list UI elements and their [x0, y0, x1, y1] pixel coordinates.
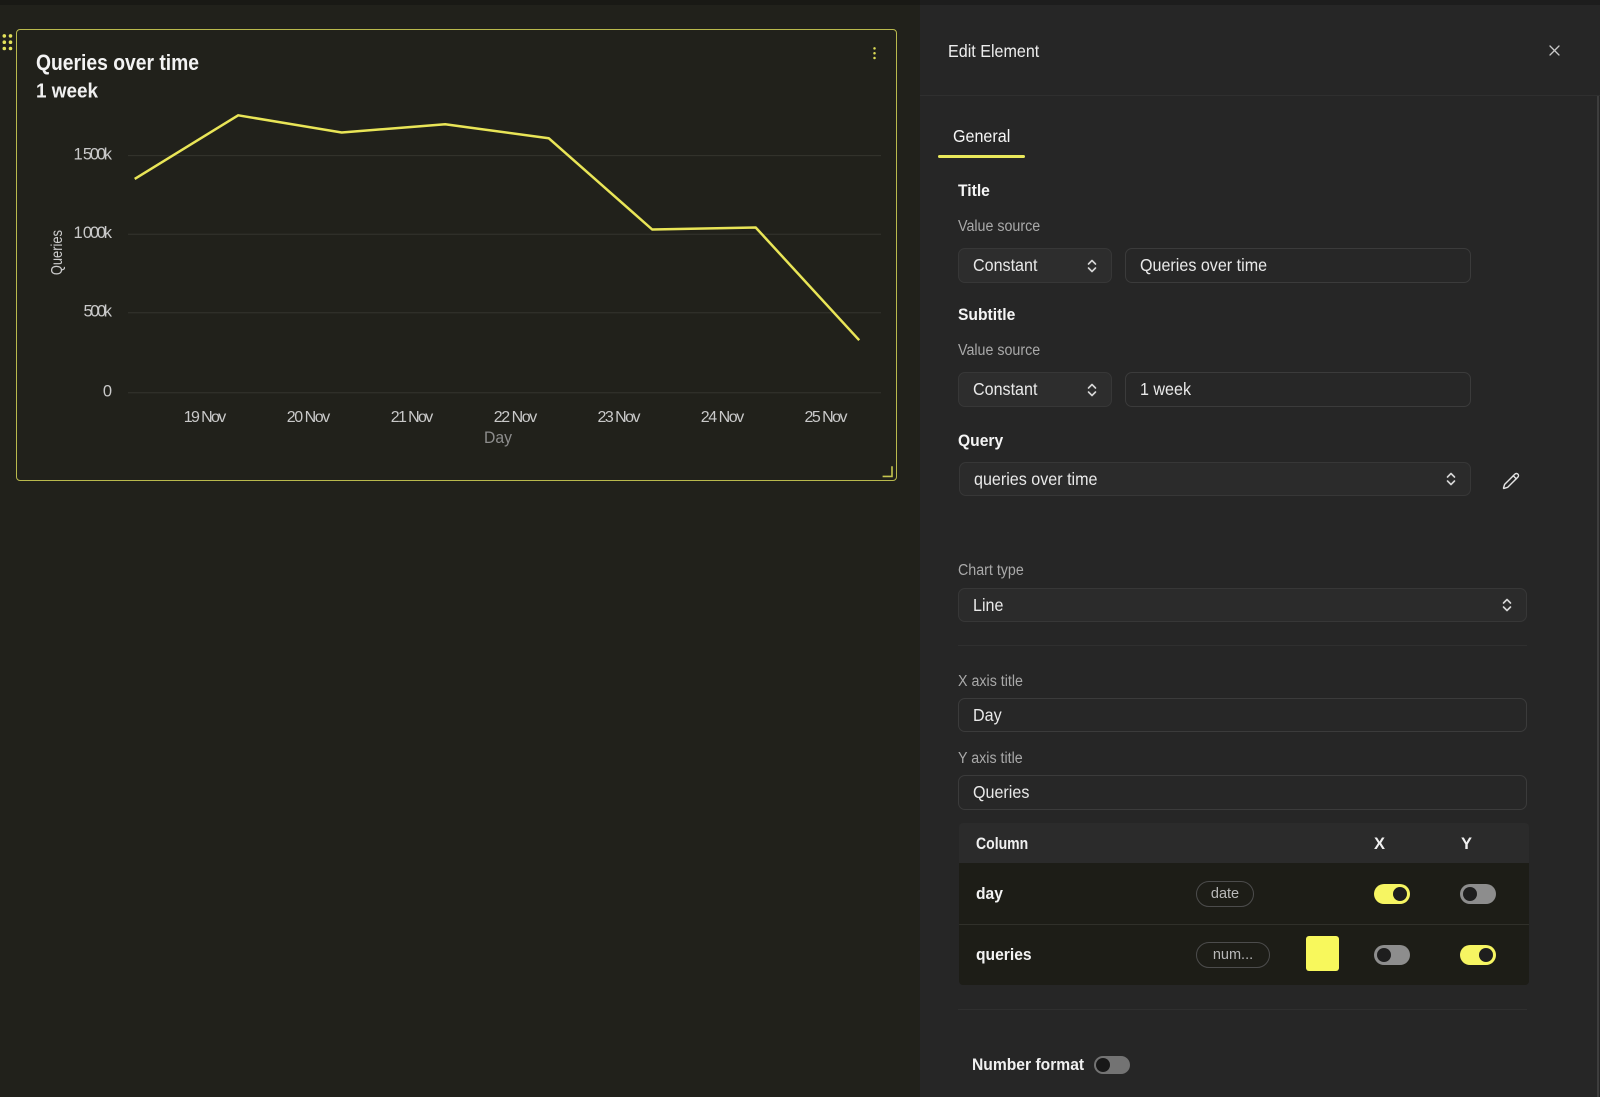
svg-text:24 Nov: 24 Nov — [701, 409, 745, 426]
svg-text:23 Nov: 23 Nov — [598, 409, 641, 426]
svg-text:500k: 500k — [84, 303, 113, 321]
svg-text:20 Nov: 20 Nov — [287, 409, 331, 426]
svg-text:19 Nov: 19 Nov — [184, 409, 227, 426]
svg-text:0: 0 — [103, 383, 112, 401]
svg-text:22 Nov: 22 Nov — [494, 409, 538, 426]
svg-text:Queries: Queries — [49, 230, 66, 275]
svg-text:1 000k: 1 000k — [74, 224, 113, 242]
svg-text:1 500k: 1 500k — [74, 145, 113, 163]
svg-text:Queries over time: Queries over time — [36, 50, 199, 75]
svg-text:21 Nov: 21 Nov — [391, 409, 434, 426]
svg-text:1 week: 1 week — [36, 81, 99, 103]
svg-text:Day: Day — [484, 429, 513, 447]
svg-text:25 Nov: 25 Nov — [805, 409, 848, 426]
